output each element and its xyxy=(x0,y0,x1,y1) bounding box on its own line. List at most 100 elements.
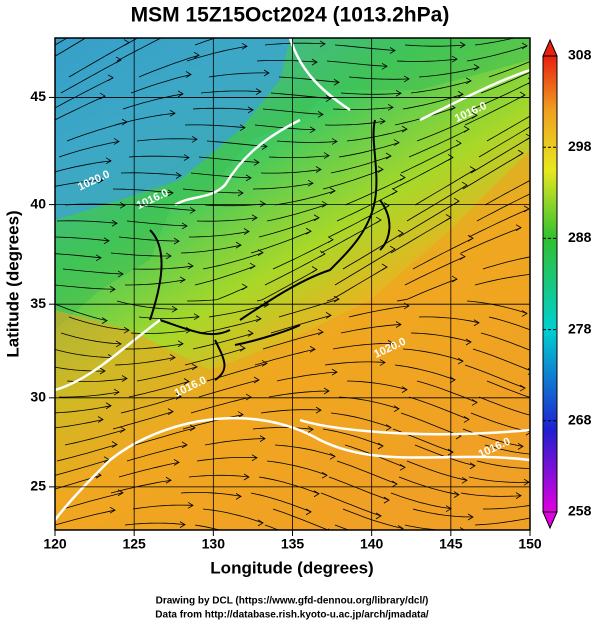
streamline xyxy=(334,44,396,51)
colorbar-tick-label: 268 xyxy=(568,412,592,428)
streamline-arrow xyxy=(519,384,526,392)
streamline xyxy=(328,205,390,238)
y-tick-label: 30 xyxy=(30,389,46,405)
streamline xyxy=(188,474,250,478)
streamline xyxy=(406,460,468,481)
colorbar xyxy=(542,55,558,513)
streamline xyxy=(484,444,530,455)
streamline-arrow xyxy=(109,506,116,514)
streamline xyxy=(190,172,252,179)
streamline-arrow xyxy=(323,387,330,395)
streamline xyxy=(264,253,326,286)
streamline-arrow xyxy=(517,443,524,450)
streamline-arrow xyxy=(305,227,312,235)
streamline xyxy=(55,95,106,121)
streamline xyxy=(390,217,452,254)
streamline xyxy=(266,203,328,222)
streamline xyxy=(184,347,246,366)
streamline xyxy=(258,217,320,238)
streamline xyxy=(112,411,174,430)
streamline-arrow xyxy=(469,166,476,173)
streamline xyxy=(258,476,320,495)
streamline xyxy=(196,457,258,462)
streamline-arrow xyxy=(119,426,126,434)
streamline-arrow xyxy=(453,491,460,498)
streamline xyxy=(483,505,530,510)
streamline-arrow xyxy=(536,64,541,70)
streamline-arrow xyxy=(534,415,539,421)
streamline-arrow xyxy=(235,241,242,249)
streamline-arrow xyxy=(169,109,176,117)
coastline xyxy=(149,119,391,381)
streamline-arrow xyxy=(389,245,396,253)
streamline-arrow xyxy=(451,275,458,283)
streamline-arrow xyxy=(525,133,530,141)
streamline-arrow xyxy=(463,416,470,423)
streamline xyxy=(398,200,460,238)
streamline xyxy=(204,438,266,446)
streamline-arrow xyxy=(305,508,312,516)
streamline xyxy=(472,348,530,371)
streamline-arrow xyxy=(333,78,340,86)
streamline xyxy=(412,508,474,518)
streamline-arrow xyxy=(515,224,522,232)
streamline-arrow xyxy=(534,118,539,124)
streamline-arrow xyxy=(329,452,336,460)
streamline-arrow xyxy=(179,521,186,528)
streamline xyxy=(118,236,180,242)
streamline xyxy=(250,492,312,513)
streamline-arrow xyxy=(117,489,124,497)
streamline-arrow xyxy=(325,312,332,319)
streamline xyxy=(266,460,328,476)
streamline-arrow xyxy=(532,187,537,193)
streamline-arrow xyxy=(179,276,186,284)
streamline xyxy=(464,364,526,389)
streamline-arrow xyxy=(172,27,177,33)
streamline-arrow xyxy=(171,305,178,313)
streamline xyxy=(62,268,124,275)
streamline-arrow xyxy=(113,138,120,145)
streamline-arrow xyxy=(99,92,106,100)
streamline-arrow xyxy=(235,493,242,500)
streamline xyxy=(474,38,516,46)
streamline-arrow xyxy=(391,480,398,488)
streamline xyxy=(404,44,466,47)
streamline-arrow xyxy=(175,393,182,400)
streamline xyxy=(324,361,386,366)
streamline-arrow xyxy=(105,157,112,165)
streamline xyxy=(272,508,330,530)
streamline-arrow xyxy=(519,91,526,99)
streamline xyxy=(264,524,280,530)
streamline xyxy=(474,517,530,526)
streamline-arrow xyxy=(261,143,268,150)
streamline xyxy=(468,208,530,238)
streamline-arrow xyxy=(95,254,102,262)
streamline-arrow xyxy=(530,29,535,35)
y-axis-label: Latitude (degrees) xyxy=(3,210,22,357)
streamline xyxy=(55,419,104,429)
streamline-arrow xyxy=(97,176,104,184)
streamline-arrow xyxy=(250,538,255,544)
streamline xyxy=(488,61,530,78)
streamline-arrow xyxy=(383,496,390,504)
streamline xyxy=(130,74,192,94)
streamline-arrow xyxy=(447,448,454,456)
streamline-arrow xyxy=(317,111,324,118)
streamline-arrow xyxy=(245,174,252,182)
streamline xyxy=(416,115,478,142)
streamline-arrow xyxy=(251,454,258,462)
streamline-arrow xyxy=(175,172,182,179)
streamline xyxy=(260,409,322,414)
streamline-arrow xyxy=(167,408,174,415)
streamline xyxy=(55,77,114,109)
streamline xyxy=(404,256,466,286)
streamline-arrow xyxy=(385,152,392,160)
streamline xyxy=(64,429,126,446)
streamline-arrow xyxy=(459,41,466,49)
streamline xyxy=(396,58,458,62)
streamline xyxy=(272,239,334,270)
streamline-arrow xyxy=(325,95,332,102)
streamline xyxy=(402,348,464,362)
streamline xyxy=(206,140,268,147)
